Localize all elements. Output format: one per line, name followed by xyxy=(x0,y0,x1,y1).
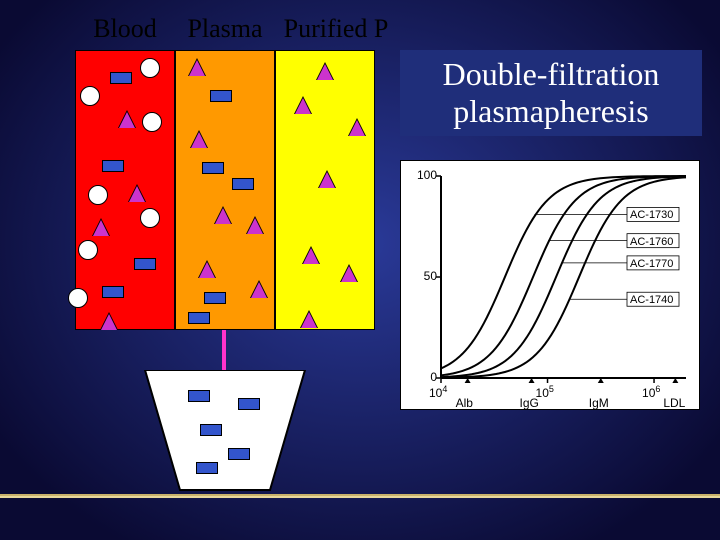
chart-xcat-label: LDL xyxy=(663,396,685,410)
chart-xtick-label: 106 xyxy=(642,384,660,400)
chart-svg xyxy=(401,161,701,411)
particle-rect xyxy=(200,424,222,436)
title-line-1: Double-filtration xyxy=(400,56,702,93)
chart-xcat-label: IgG xyxy=(520,396,539,410)
chart-xcat-label: IgM xyxy=(589,396,609,410)
particle-tri-fill xyxy=(317,64,333,80)
particle-tri-fill xyxy=(93,220,109,236)
cell-circle xyxy=(140,58,160,78)
particle-tri-fill xyxy=(119,112,135,128)
particle-tri-fill xyxy=(319,172,335,188)
chart-ytick-label: 50 xyxy=(411,269,437,283)
particle-rect xyxy=(102,286,124,298)
chart-ytick-label: 100 xyxy=(411,168,437,182)
particle-rect xyxy=(110,72,132,84)
particle-tri-fill xyxy=(199,262,215,278)
particle-rect xyxy=(196,462,218,474)
particle-rect xyxy=(134,258,156,270)
cell-circle xyxy=(88,185,108,205)
particle-tri-fill xyxy=(303,248,319,264)
label-purified: Purified P xyxy=(276,14,396,44)
particle-rect xyxy=(232,178,254,190)
slide-root: Blood Plasma Purified P Double-filtratio… xyxy=(0,0,720,540)
particle-rect xyxy=(210,90,232,102)
particle-tri-fill xyxy=(247,218,263,234)
cell-circle xyxy=(78,240,98,260)
label-plasma: Plasma xyxy=(180,14,270,44)
waste-bucket xyxy=(125,370,325,500)
baseline-shadow xyxy=(0,496,720,498)
particle-rect xyxy=(202,162,224,174)
cell-circle xyxy=(68,288,88,308)
chart-xtick-label: 104 xyxy=(429,384,447,400)
cell-circle xyxy=(142,112,162,132)
particle-rect xyxy=(238,398,260,410)
chart-ytick-label: 0 xyxy=(411,370,437,384)
column-purified xyxy=(275,50,375,330)
particle-rect xyxy=(204,292,226,304)
particle-tri-fill xyxy=(101,314,117,330)
particle-tri-fill xyxy=(341,266,357,282)
particle-tri-fill xyxy=(129,186,145,202)
particle-tri-fill xyxy=(295,98,311,114)
title-box: Double-filtration plasmapheresis xyxy=(400,50,702,136)
chart-curve-label: AC-1770 xyxy=(630,258,673,270)
particle-tri-fill xyxy=(191,132,207,148)
chart-xcat-label: Alb xyxy=(456,396,473,410)
title-line-2: plasmapheresis xyxy=(400,93,702,130)
label-blood: Blood xyxy=(85,14,165,44)
baseline xyxy=(0,494,720,496)
particle-tri-fill xyxy=(189,60,205,76)
particle-rect xyxy=(188,390,210,402)
cell-circle xyxy=(140,208,160,228)
particle-tri-fill xyxy=(251,282,267,298)
sieving-chart: 050100104105106AlbIgGIgMLDLAC-1730AC-176… xyxy=(400,160,700,410)
particle-tri-fill xyxy=(215,208,231,224)
particle-tri-fill xyxy=(301,312,317,328)
chart-curve-label: AC-1760 xyxy=(630,236,673,248)
particle-rect xyxy=(102,160,124,172)
chart-curve-label: AC-1730 xyxy=(630,209,673,221)
particle-tri-fill xyxy=(349,120,365,136)
particle-rect xyxy=(188,312,210,324)
chart-curve-label: AC-1740 xyxy=(630,294,673,306)
particle-rect xyxy=(228,448,250,460)
cell-circle xyxy=(80,86,100,106)
